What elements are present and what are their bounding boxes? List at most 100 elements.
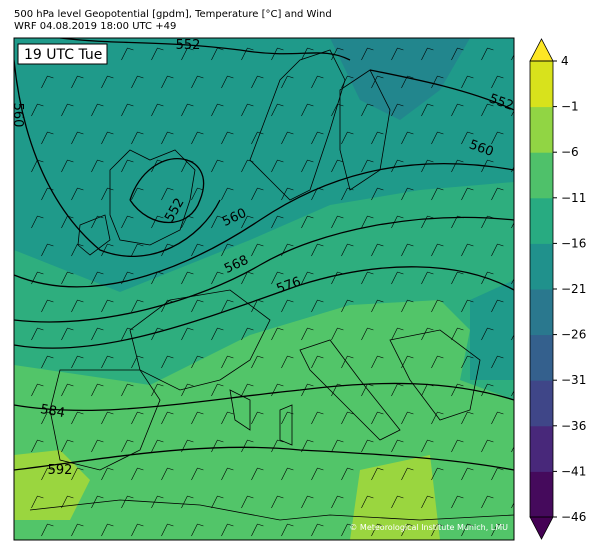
wind-barb bbox=[461, 187, 474, 201]
wind-barb bbox=[461, 243, 474, 257]
contour-label: 584 bbox=[39, 402, 66, 421]
wind-barb bbox=[31, 271, 44, 285]
wind-barb bbox=[361, 103, 374, 117]
wind-barb bbox=[41, 411, 54, 425]
wind-barb bbox=[211, 103, 224, 117]
wind-barb bbox=[491, 131, 504, 145]
wind-barb bbox=[131, 75, 144, 89]
wind-barb bbox=[391, 103, 404, 117]
wind-barb bbox=[31, 327, 44, 341]
wind-barb bbox=[451, 215, 464, 229]
colorbar-tick-label: −6 bbox=[561, 145, 579, 159]
temperature-field bbox=[330, 38, 470, 120]
wind-barb bbox=[71, 467, 84, 481]
wind-barb bbox=[311, 467, 324, 481]
wind-barb bbox=[341, 355, 354, 369]
wind-barb bbox=[521, 524, 533, 536]
wind-barb bbox=[391, 439, 404, 453]
wind-barb bbox=[281, 131, 294, 145]
wind-barb bbox=[401, 411, 414, 425]
wind-barb bbox=[151, 215, 164, 229]
wind-barb bbox=[341, 75, 354, 89]
wind-barb bbox=[251, 523, 264, 537]
wind-barb bbox=[271, 327, 284, 341]
wind-barb bbox=[41, 131, 54, 145]
wind-barb bbox=[451, 495, 464, 509]
wind-barb bbox=[331, 159, 344, 173]
wind-barb bbox=[301, 215, 314, 229]
wind-barb bbox=[181, 159, 194, 173]
wind-barb bbox=[391, 327, 404, 341]
wind-barb bbox=[371, 523, 384, 537]
wind-barb bbox=[31, 383, 44, 397]
wind-barb bbox=[151, 47, 164, 61]
wind-barb bbox=[251, 299, 264, 313]
wind-barb bbox=[71, 523, 84, 537]
time-label-box bbox=[17, 43, 108, 65]
colorbar-band bbox=[530, 471, 553, 518]
wind-barb bbox=[31, 215, 44, 229]
wind-barb bbox=[221, 523, 234, 537]
wind-barb bbox=[71, 299, 84, 313]
wind-barb bbox=[61, 383, 74, 397]
wind-barb bbox=[361, 495, 374, 509]
wind-barb bbox=[451, 159, 464, 173]
wind-barb bbox=[421, 159, 434, 173]
wind-barb bbox=[341, 131, 354, 145]
contour-label: 592 bbox=[48, 463, 73, 478]
colorbar-band bbox=[530, 289, 553, 336]
wind-barb bbox=[41, 355, 54, 369]
wind-barb bbox=[281, 75, 294, 89]
wind-barb bbox=[391, 495, 404, 509]
wind-barb bbox=[311, 187, 324, 201]
wind-barb bbox=[101, 411, 114, 425]
wind-barb bbox=[61, 327, 74, 341]
wind-barb bbox=[191, 355, 204, 369]
wind-barb bbox=[331, 103, 344, 117]
wind-barb bbox=[71, 411, 84, 425]
wind-barb bbox=[491, 411, 504, 425]
colorbar-extend-over bbox=[529, 38, 554, 62]
wind-barb bbox=[421, 215, 434, 229]
wind-barb bbox=[221, 355, 234, 369]
wind-barb bbox=[91, 495, 104, 509]
wind-barb bbox=[371, 187, 384, 201]
wind-barb bbox=[211, 327, 224, 341]
wind-barb bbox=[61, 271, 74, 285]
wind-barb bbox=[251, 355, 264, 369]
wind-barb bbox=[61, 439, 74, 453]
wind-barb bbox=[191, 243, 204, 257]
wind-barb bbox=[511, 222, 514, 229]
wind-barb bbox=[101, 523, 114, 537]
wind-barb bbox=[491, 355, 504, 369]
wind-barb bbox=[71, 75, 84, 89]
wind-barb bbox=[121, 47, 134, 61]
wind-barb bbox=[191, 187, 204, 201]
colorbar-band bbox=[530, 334, 553, 381]
wind-barb bbox=[131, 131, 144, 145]
wind-barb bbox=[511, 390, 514, 397]
subtitle: WRF 04.08.2019 18:00 UTC +49 bbox=[14, 21, 176, 32]
wind-barb bbox=[481, 327, 494, 341]
wind-barb bbox=[241, 47, 254, 61]
wind-barb bbox=[451, 439, 464, 453]
wind-barb bbox=[221, 243, 234, 257]
wind-barb bbox=[91, 439, 104, 453]
wind-barb bbox=[161, 75, 174, 89]
wind-barb bbox=[371, 131, 384, 145]
wind-barb bbox=[481, 103, 494, 117]
wind-barb bbox=[151, 495, 164, 509]
colorbar-tick-label: −1 bbox=[561, 100, 579, 114]
colorbar-band bbox=[530, 425, 553, 472]
wind-barb bbox=[371, 299, 384, 313]
wind-barb bbox=[481, 383, 494, 397]
wind-barb bbox=[421, 495, 434, 509]
wind-barb bbox=[181, 327, 194, 341]
colorbar-tick-label: −26 bbox=[561, 328, 586, 342]
wind-barb bbox=[161, 131, 174, 145]
wind-barb bbox=[451, 383, 464, 397]
wind-barb bbox=[371, 467, 384, 481]
wind-barb bbox=[311, 75, 324, 89]
colorbar-tick-label: −31 bbox=[561, 373, 586, 387]
